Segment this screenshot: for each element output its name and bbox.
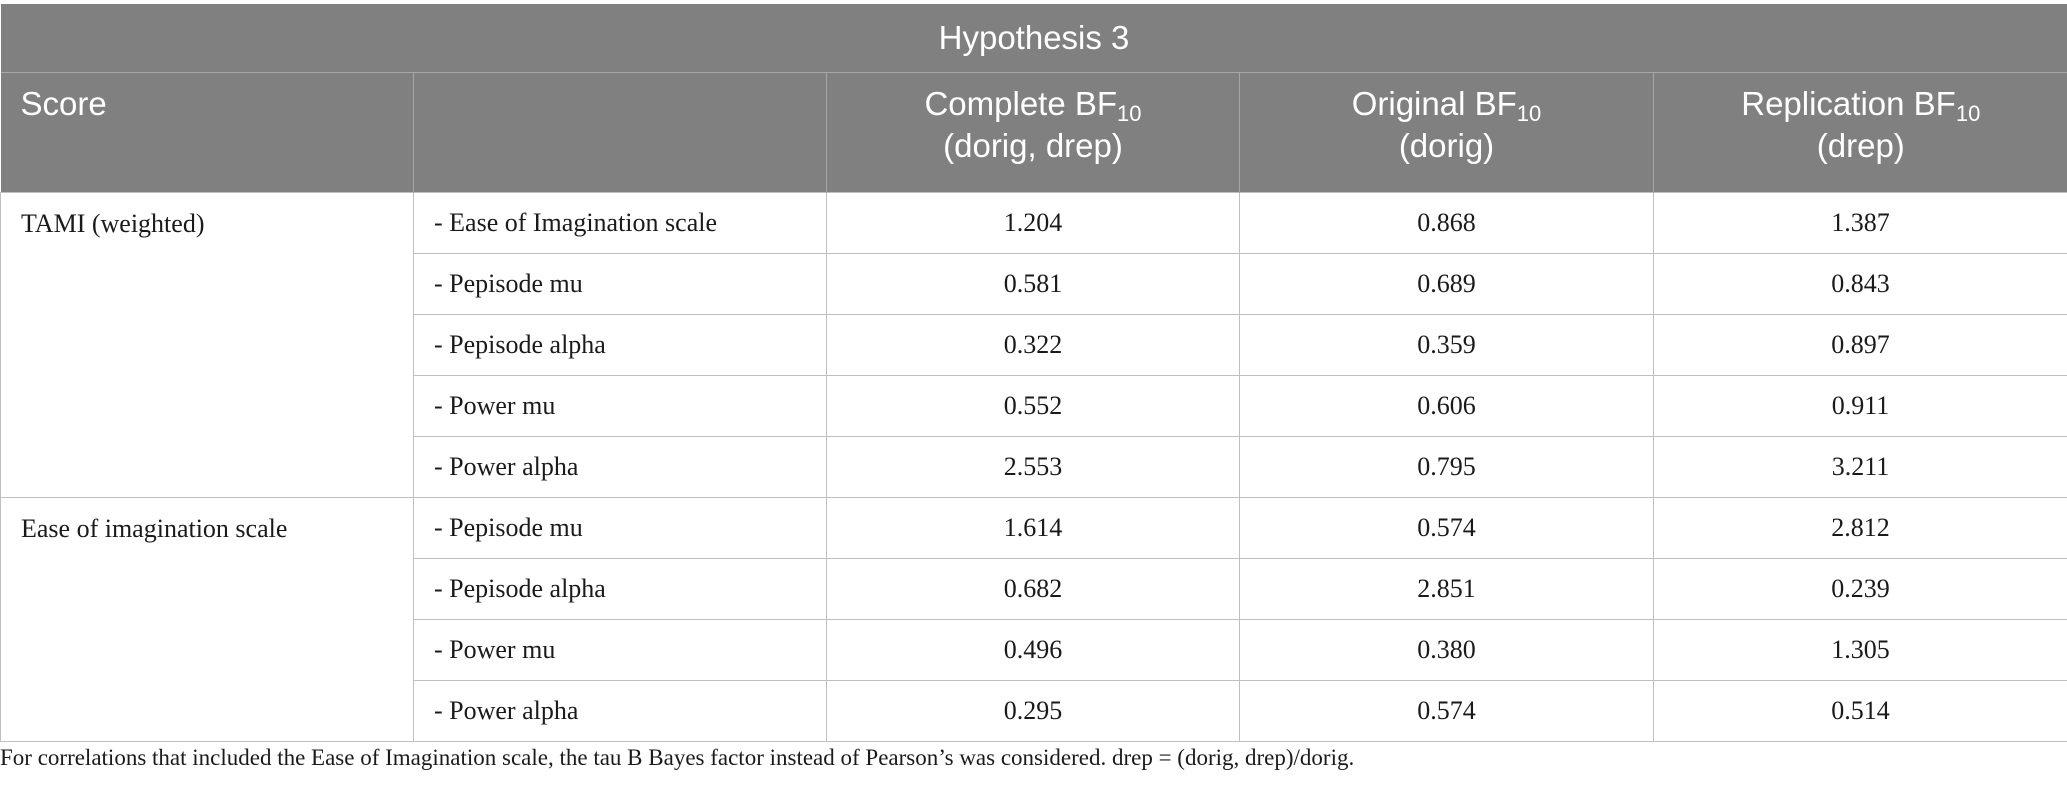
measure-cell: - Pepisode mu bbox=[413, 253, 827, 315]
header-original-bf: Original BF10 (dorig) bbox=[1239, 72, 1654, 193]
measure-cell: - Power alpha bbox=[413, 680, 827, 742]
header-replication-main: Replication BF bbox=[1741, 85, 1956, 122]
measure-cell: - Power mu bbox=[413, 619, 827, 681]
complete-bf-cell: 1.614 bbox=[826, 497, 1240, 559]
header-original-line2: (dorig) bbox=[1398, 127, 1495, 164]
complete-bf-cell: 0.682 bbox=[826, 558, 1240, 620]
original-bf-cell: 0.606 bbox=[1239, 375, 1654, 437]
original-bf-cell: 2.851 bbox=[1239, 558, 1654, 620]
table-row: Ease of imagination scale - Pepisode mu 1.… bbox=[0, 497, 2067, 742]
measure-cell: - Ease of Imagination scale bbox=[413, 192, 827, 254]
replication-bf-cell: 0.911 bbox=[1652, 375, 2067, 437]
table-title: Hypothesis 3 bbox=[0, 4, 2067, 73]
original-bf-cell: 0.359 bbox=[1239, 314, 1654, 376]
complete-bf-cell: 0.295 bbox=[826, 680, 1240, 742]
hypothesis-table: Hypothesis 3 Score Complete BF10 (dorig,… bbox=[0, 4, 2067, 742]
replication-bf-cell: 0.514 bbox=[1652, 680, 2067, 742]
table-row: TAMI (weighted) - Ease of Imagination sca… bbox=[0, 192, 2067, 498]
measure-cell: - Pepisode alpha bbox=[413, 314, 827, 376]
table-row: - Power mu 0.552 0.606 0.911 bbox=[1, 375, 2067, 437]
original-bf-cell: 0.868 bbox=[1239, 192, 1654, 254]
header-replication-bf: Replication BF10 (drep) bbox=[1652, 72, 2067, 193]
table-header-row: Score Complete BF10 (dorig, drep) Origin… bbox=[0, 72, 2067, 193]
header-replication-line2: (drep) bbox=[1816, 127, 1905, 164]
measure-cell: - Pepisode alpha bbox=[413, 558, 827, 620]
original-bf-cell: 0.380 bbox=[1239, 619, 1654, 681]
header-complete-bf: Complete BF10 (dorig, drep) bbox=[826, 72, 1240, 193]
header-original-main: Original BF bbox=[1351, 85, 1517, 122]
header-replication-sub: 10 bbox=[1955, 101, 1981, 126]
table-row: - Power alpha 0.295 0.574 0.514 bbox=[1, 680, 2067, 742]
measure-cell: - Power alpha bbox=[413, 436, 827, 498]
header-complete-main: Complete BF bbox=[924, 85, 1118, 122]
table-row: - Power mu 0.496 0.380 1.305 bbox=[1, 619, 2067, 681]
replication-bf-cell: 1.387 bbox=[1652, 192, 2067, 254]
complete-bf-cell: 0.581 bbox=[826, 253, 1240, 315]
complete-bf-cell: 0.322 bbox=[826, 314, 1240, 376]
original-bf-cell: 0.689 bbox=[1239, 253, 1654, 315]
header-original-sub: 10 bbox=[1516, 101, 1542, 126]
replication-bf-cell: 0.239 bbox=[1652, 558, 2067, 620]
table-row: - Pepisode alpha 0.682 2.851 0.239 bbox=[1, 558, 2067, 620]
complete-bf-cell: 1.204 bbox=[826, 192, 1240, 254]
replication-bf-cell: 0.843 bbox=[1652, 253, 2067, 315]
original-bf-cell: 0.574 bbox=[1239, 497, 1654, 559]
replication-bf-cell: 3.211 bbox=[1652, 436, 2067, 498]
original-bf-cell: 0.574 bbox=[1239, 680, 1654, 742]
table-title-row: Hypothesis 3 bbox=[0, 4, 2067, 73]
score-cell: TAMI (weighted) bbox=[0, 192, 414, 498]
table-footnote: For correlations that included the Ease … bbox=[0, 745, 1355, 770]
table-row: - Power alpha 2.553 0.795 3.211 bbox=[1, 436, 2067, 498]
header-complete-line2: (dorig, drep) bbox=[943, 127, 1123, 164]
score-cell: Ease of imagination scale bbox=[0, 497, 414, 742]
replication-bf-cell: 0.897 bbox=[1652, 314, 2067, 376]
replication-bf-cell: 1.305 bbox=[1652, 619, 2067, 681]
original-bf-cell: 0.795 bbox=[1239, 436, 1654, 498]
header-measure bbox=[413, 72, 827, 193]
measure-cell: - Pepisode mu bbox=[413, 497, 827, 559]
replication-bf-cell: 2.812 bbox=[1652, 497, 2067, 559]
header-score: Score bbox=[0, 72, 414, 193]
complete-bf-cell: 2.553 bbox=[826, 436, 1240, 498]
measure-cell: - Power mu bbox=[413, 375, 827, 437]
header-complete-sub: 10 bbox=[1117, 101, 1142, 126]
complete-bf-cell: 0.552 bbox=[826, 375, 1240, 437]
complete-bf-cell: 0.496 bbox=[826, 619, 1240, 681]
results-table-container: Hypothesis 3 Score Complete BF10 (dorig,… bbox=[0, 4, 2067, 742]
